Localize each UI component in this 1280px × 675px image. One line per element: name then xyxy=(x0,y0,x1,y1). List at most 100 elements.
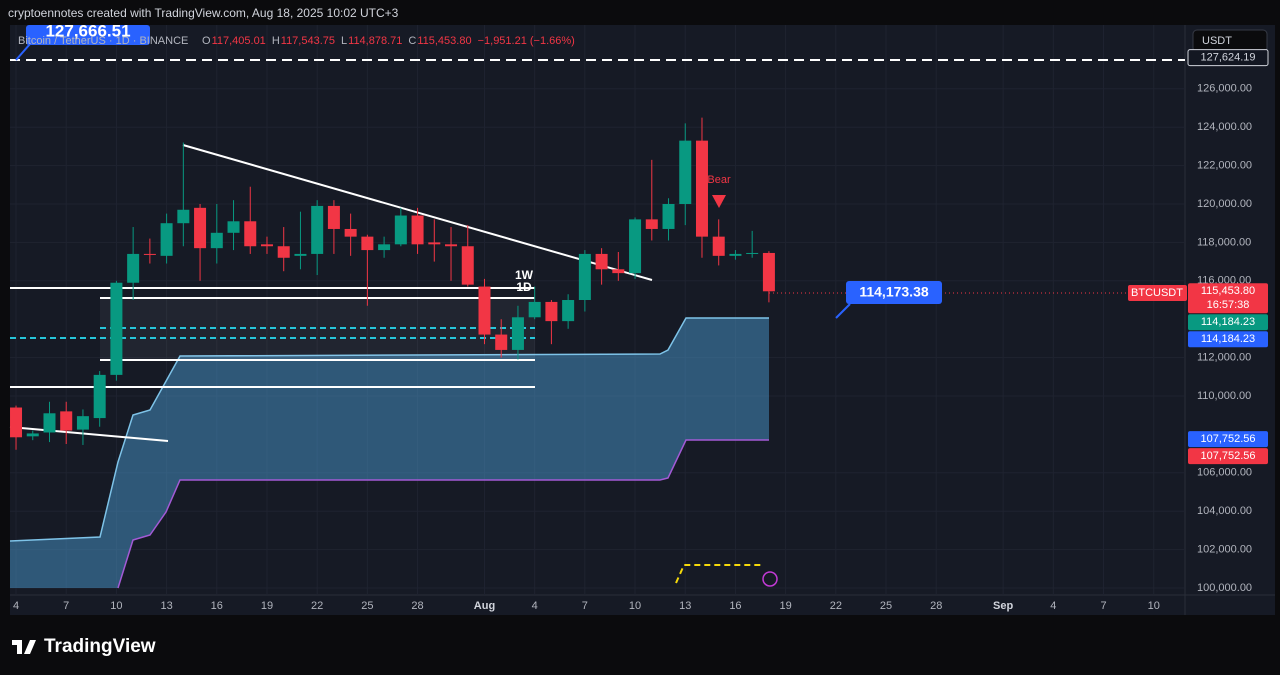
candle-body xyxy=(160,223,173,256)
candle-body xyxy=(227,221,240,233)
x-tick-label: 19 xyxy=(780,600,792,612)
y-tick-label: 122,000.00 xyxy=(1197,160,1252,172)
ohlc-value: 117,543.75 xyxy=(281,35,335,47)
logo-text: TradingView xyxy=(44,636,156,657)
x-tick-label: 25 xyxy=(880,600,892,612)
x-tick-label: 10 xyxy=(110,600,122,612)
callout xyxy=(26,25,150,45)
price-badge xyxy=(1188,448,1268,465)
candle-body xyxy=(10,407,23,438)
ohlc-value: 115,453.80 xyxy=(417,35,471,47)
price-badge-label: 114,184.23 xyxy=(1201,316,1255,328)
projection xyxy=(675,564,762,584)
candle-body xyxy=(545,301,558,322)
candle-body xyxy=(662,204,675,229)
candle-body xyxy=(562,300,575,322)
x-tick-label: Sep xyxy=(993,600,1013,612)
x-tick-label: Aug xyxy=(474,600,495,612)
callout-text: 127,666.51 xyxy=(45,21,130,40)
ohlc: O 117,405.01 H 117,543.75 L 114,878.71 C 115,45… xyxy=(202,35,575,47)
price-badge xyxy=(1188,283,1268,314)
y-tick-label: 124,000.00 xyxy=(1197,121,1252,133)
y-tick-label: 126,000.00 xyxy=(1197,83,1252,95)
price-badge-label: 127,624.19 xyxy=(1200,52,1255,64)
tf-label: 1W xyxy=(515,268,534,282)
y-tick-label: 102,000.00 xyxy=(1197,544,1252,556)
candle-body xyxy=(260,244,273,247)
candle-body xyxy=(762,252,775,292)
x-tick-label: 7 xyxy=(63,600,69,612)
x-tick-label: 7 xyxy=(1100,600,1106,612)
candle-body xyxy=(629,219,642,274)
candle-body xyxy=(210,232,223,249)
candle-body xyxy=(277,246,290,258)
candle-body xyxy=(177,209,190,224)
cloud xyxy=(10,318,769,588)
y-tick-label: 110,000.00 xyxy=(1197,390,1251,402)
symbol-tag-text: BTCUSDT xyxy=(1131,287,1183,299)
candle-body xyxy=(76,416,89,430)
callout-pointer xyxy=(835,303,851,319)
bear-label: Bear xyxy=(707,174,731,186)
y-tick-label: 106,000.00 xyxy=(1197,467,1252,479)
candle-body xyxy=(411,215,424,245)
y-tick-label: 118,000.00 xyxy=(1197,236,1251,248)
candle-body xyxy=(729,253,742,256)
callout xyxy=(846,281,942,304)
y-tick-label: 104,000.00 xyxy=(1197,505,1252,517)
logo: TradingView xyxy=(12,636,156,657)
candle-body xyxy=(194,207,207,249)
callout-pointer xyxy=(15,43,31,61)
candle-body xyxy=(495,334,508,350)
price-badge-label: 107,752.56 xyxy=(1200,450,1255,462)
candle-body xyxy=(43,413,56,433)
candle-body xyxy=(695,140,708,237)
symbol: Bitcoin / TetherUS · 1D · BINANCE xyxy=(18,35,188,47)
x-tick-label: 28 xyxy=(930,600,942,612)
candle-body xyxy=(26,433,39,437)
price-badge-sub: 16:57:38 xyxy=(1207,299,1250,311)
candle-body xyxy=(712,236,725,256)
x-tick-label: 28 xyxy=(411,600,423,612)
candle-body xyxy=(93,374,106,419)
x-tick-label: 13 xyxy=(679,600,691,612)
candle-body xyxy=(511,317,524,350)
price-badge xyxy=(1188,431,1268,448)
ohlc-value: 117,405.01 xyxy=(212,35,266,47)
alert-icon[interactable] xyxy=(762,571,778,587)
x-tick-label: 22 xyxy=(311,600,323,612)
x-tick-label: 16 xyxy=(729,600,741,612)
x-tick-label: 25 xyxy=(361,600,373,612)
ohlc-key: C xyxy=(408,35,416,47)
currency[interactable]: USDT xyxy=(1202,35,1232,47)
trend-line xyxy=(9,426,169,442)
cloud-top xyxy=(9,317,769,542)
ohlc-key: O xyxy=(202,35,211,47)
x-tick-label: 22 xyxy=(830,600,842,612)
candle-body xyxy=(612,269,625,274)
x-tick-label: 7 xyxy=(582,600,588,612)
tf-label: 1D xyxy=(516,280,532,294)
candle-body xyxy=(461,246,474,285)
price-badge-label: 114,184.23 xyxy=(1201,333,1255,345)
candle-body xyxy=(746,252,759,254)
candle-body xyxy=(679,140,692,205)
candle-body xyxy=(645,219,658,229)
candle-body xyxy=(394,215,407,245)
credit: cryptoennotes created with TradingView.c… xyxy=(8,6,399,20)
logo-mark xyxy=(12,640,36,654)
y-tick-label: 120,000.00 xyxy=(1197,198,1252,210)
x-tick-label: 13 xyxy=(160,600,172,612)
candle-body xyxy=(595,253,608,270)
price-badge xyxy=(1188,314,1268,331)
x-tick-label: 4 xyxy=(13,600,19,612)
ohlc-value: 114,878.71 xyxy=(348,35,402,47)
candle-body xyxy=(378,244,391,251)
candle-body xyxy=(327,205,340,229)
y-tick-label: 112,000.00 xyxy=(1197,352,1251,364)
candle-body xyxy=(60,411,73,431)
bear-marker xyxy=(712,195,726,208)
candle-body xyxy=(127,253,140,283)
y-tick-label: 100,000.00 xyxy=(1197,582,1252,594)
